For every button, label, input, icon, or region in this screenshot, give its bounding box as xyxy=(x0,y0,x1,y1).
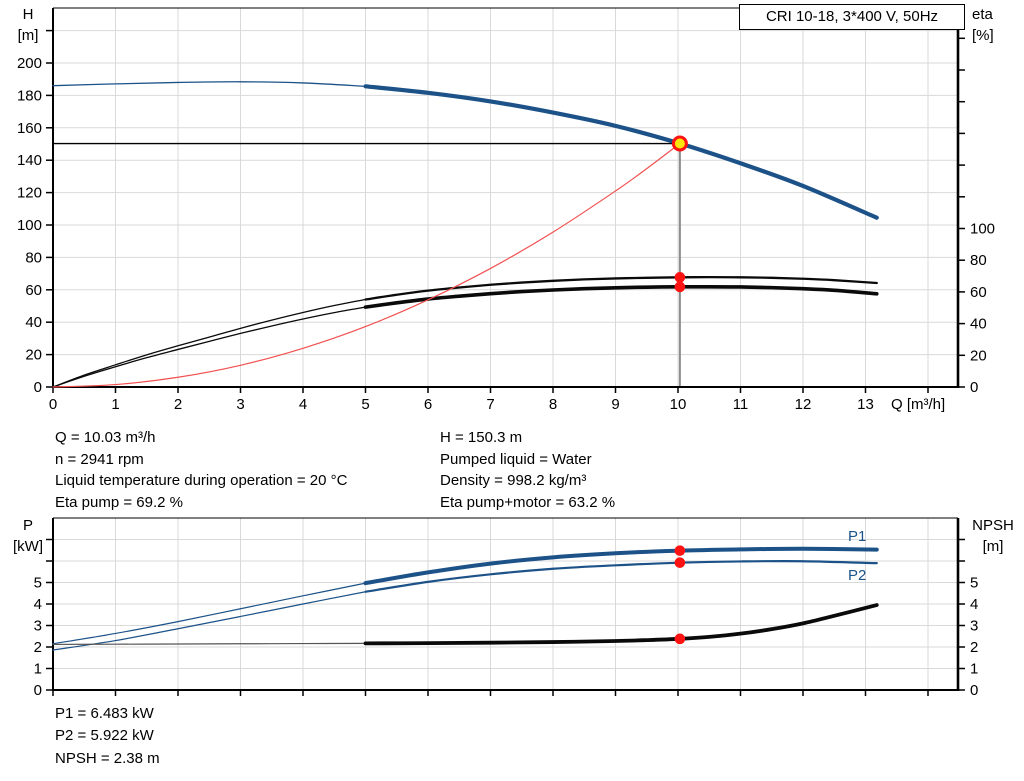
pump-title-box: CRI 10-18, 3*400 V, 50Hz xyxy=(739,4,965,30)
grid xyxy=(53,518,958,690)
svg-text:80: 80 xyxy=(970,252,987,269)
svg-text:7: 7 xyxy=(486,396,494,413)
svg-text:40: 40 xyxy=(970,316,987,333)
p-axis-title: P [kW] xyxy=(13,517,43,555)
duty-dot xyxy=(674,281,686,293)
axis-ticks: 0 20 40 60 80 100 120 140 160 180 200 0 20 40 60 80 100 0… xyxy=(17,29,995,413)
svg-text:11: 11 xyxy=(733,396,749,413)
annotation-head: H = 150.3 m xyxy=(440,429,523,446)
p1-curve-label: P1 xyxy=(848,528,867,545)
svg-text:10: 10 xyxy=(670,396,687,413)
svg-text:0: 0 xyxy=(970,379,978,396)
svg-text:8: 8 xyxy=(549,396,557,413)
svg-text:0: 0 xyxy=(970,682,978,699)
svg-text:4: 4 xyxy=(34,596,42,613)
svg-text:80: 80 xyxy=(25,249,42,266)
power-annotations: P1 = 6.483 kW P2 = 5.922 kW NPSH = 2.38 … xyxy=(55,703,160,770)
npsh-curve xyxy=(363,603,879,646)
duty-dot xyxy=(674,545,686,556)
curves xyxy=(52,81,879,388)
annotation-speed: n = 2941 rpm xyxy=(55,450,144,468)
p2-curve xyxy=(364,559,878,593)
grid xyxy=(53,8,958,387)
svg-text:1: 1 xyxy=(111,396,119,413)
svg-text:100: 100 xyxy=(17,217,42,234)
annotation-liquid: Pumped liquid = Water xyxy=(440,450,592,468)
npsh-curve-thin xyxy=(52,642,367,646)
svg-text:0: 0 xyxy=(34,682,42,699)
duty-markers xyxy=(674,545,686,645)
svg-text:0: 0 xyxy=(49,396,57,413)
p1-curve xyxy=(363,546,879,586)
duty-point xyxy=(671,135,688,152)
curves xyxy=(52,546,879,651)
power-npsh-chart: 0 1 2 3 4 5 0 1 2 3 4 5 xyxy=(34,517,978,699)
annotation-p2: P2 = 5.922 kW xyxy=(55,727,154,745)
svg-text:20: 20 xyxy=(970,347,987,364)
annotation-eta-pump: Eta pump = 69.2 % xyxy=(55,493,183,511)
svg-text:20: 20 xyxy=(25,347,42,364)
svg-text:13: 13 xyxy=(857,396,874,413)
p2-curve-label: P2 xyxy=(848,567,867,584)
svg-text:2: 2 xyxy=(34,639,42,656)
svg-text:180: 180 xyxy=(17,87,42,104)
svg-text:0: 0 xyxy=(34,379,42,396)
svg-text:60: 60 xyxy=(970,284,987,301)
svg-text:100: 100 xyxy=(970,221,995,238)
system-curve xyxy=(52,142,681,388)
q-axis-title: Q [m³/h] xyxy=(891,396,946,413)
svg-text:3: 3 xyxy=(236,396,244,413)
eta-pump-curve xyxy=(364,276,878,301)
svg-text:6: 6 xyxy=(424,396,432,413)
eta-axis-title: eta [%] xyxy=(972,6,994,44)
svg-text:140: 140 xyxy=(17,152,42,169)
annotation-eta-pump-motor: Eta pump+motor = 63.2 % xyxy=(440,493,616,511)
duty-dot xyxy=(674,272,686,283)
svg-text:60: 60 xyxy=(25,282,42,299)
annotation-density: Density = 998.2 kg/m³ xyxy=(440,472,587,490)
head-curve-thin xyxy=(52,81,367,87)
npsh-axis-title: NPSH [m] xyxy=(972,517,1014,555)
svg-text:12: 12 xyxy=(795,396,812,413)
svg-text:9: 9 xyxy=(611,396,619,413)
qh-eta-chart: 0 20 40 60 80 100 120 140 160 180 200 0 20 40 60 80 100 0… xyxy=(17,7,995,413)
svg-text:4: 4 xyxy=(299,396,307,413)
chart-frame xyxy=(52,517,960,691)
svg-text:40: 40 xyxy=(25,314,42,331)
duty-annotations-right: H = 150.3 m Pumped liquid = Water Densit… xyxy=(440,427,615,513)
duty-annotations-left: Q = 10.03 m³/h n = 2941 rpm Liquid tempe… xyxy=(55,427,347,513)
svg-text:3: 3 xyxy=(34,618,42,635)
svg-text:2: 2 xyxy=(970,639,978,656)
p2-curve-thin xyxy=(52,591,367,651)
svg-text:5: 5 xyxy=(970,575,978,592)
svg-text:160: 160 xyxy=(17,120,42,137)
svg-text:1: 1 xyxy=(34,661,42,678)
svg-text:4: 4 xyxy=(970,596,978,613)
eta-pump-curve-thin xyxy=(52,298,367,388)
duty-dot xyxy=(674,557,686,568)
svg-text:1: 1 xyxy=(970,661,978,678)
svg-text:5: 5 xyxy=(34,575,42,592)
svg-text:2: 2 xyxy=(174,396,182,413)
annotation-temperature: Liquid temperature during operation = 20… xyxy=(55,472,348,490)
annotation-q: Q = 10.03 m³/h xyxy=(55,429,156,446)
eta-pump-motor-curve-thin xyxy=(52,306,367,388)
duty-markers xyxy=(671,135,688,293)
axis-ticks: 0 1 2 3 4 5 0 1 2 3 4 5 xyxy=(34,538,978,699)
duty-reference-lines xyxy=(53,142,681,387)
eta-pump-motor-curve xyxy=(363,284,879,309)
svg-text:200: 200 xyxy=(17,55,42,72)
svg-text:3: 3 xyxy=(970,618,978,635)
annotation-p1: P1 = 6.483 kW xyxy=(55,705,154,722)
h-axis-title: H [m] xyxy=(17,6,39,44)
chart-frame xyxy=(52,7,960,388)
p1-curve-thin xyxy=(52,582,367,645)
svg-text:5: 5 xyxy=(361,396,369,413)
head-curve xyxy=(363,84,879,220)
annotation-npsh: NPSH = 2.38 m xyxy=(55,749,160,767)
svg-text:120: 120 xyxy=(17,185,42,202)
duty-dot xyxy=(674,633,686,645)
